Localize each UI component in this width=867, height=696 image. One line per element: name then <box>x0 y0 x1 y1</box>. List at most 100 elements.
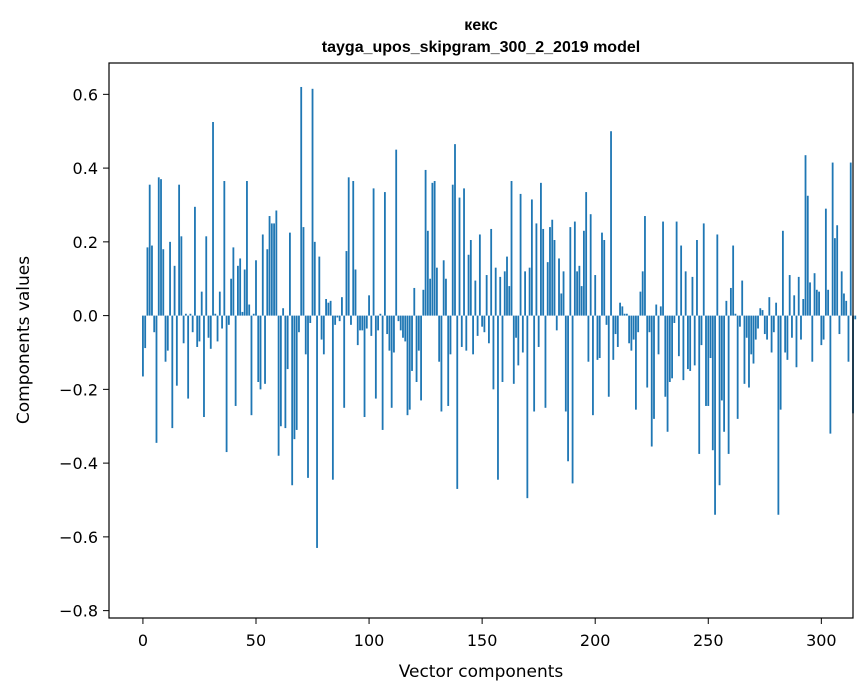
bar-259 <box>727 315 730 454</box>
bar-265 <box>741 280 744 316</box>
y-tick-label: 0.4 <box>73 159 98 178</box>
bar-218 <box>635 315 637 410</box>
bar-149 <box>478 234 481 316</box>
bar-5 <box>153 315 156 333</box>
bar-92 <box>350 315 352 325</box>
bar-180 <box>549 227 551 316</box>
bar-16 <box>178 184 181 316</box>
bar-199 <box>592 315 594 416</box>
bar-156 <box>494 267 497 316</box>
bar-306 <box>834 238 836 316</box>
y-tick-label: 0.2 <box>73 233 98 252</box>
bar-72 <box>304 315 307 355</box>
bar-192 <box>576 271 579 316</box>
bar-223 <box>646 315 649 388</box>
bar-229 <box>659 306 662 316</box>
bar-312 <box>847 315 850 362</box>
bar-187 <box>564 315 567 412</box>
bar-288 <box>793 295 796 316</box>
bar-24 <box>196 315 199 347</box>
y-tick-label: −0.4 <box>59 454 98 473</box>
bar-49 <box>252 313 255 316</box>
bar-254 <box>716 234 719 316</box>
bar-28 <box>205 236 208 316</box>
bar-236 <box>675 221 678 316</box>
bar-264 <box>739 315 741 327</box>
bar-85 <box>334 315 337 325</box>
bar-145 <box>469 240 472 316</box>
bar-219 <box>637 315 640 333</box>
bar-31 <box>212 122 214 316</box>
bar-134 <box>445 278 447 316</box>
bar-239 <box>682 315 685 381</box>
bar-105 <box>379 313 382 316</box>
y-tick-label: 0.6 <box>73 85 98 104</box>
bar-262 <box>734 313 737 316</box>
bar-287 <box>791 315 793 338</box>
bar-241 <box>687 315 689 370</box>
bar-22 <box>191 315 194 333</box>
bar-69 <box>298 315 300 333</box>
bar-207 <box>610 131 612 316</box>
bar-152 <box>485 275 488 316</box>
bar-206 <box>607 315 610 397</box>
bar-175 <box>537 315 540 347</box>
bar-71 <box>302 227 305 316</box>
bar-169 <box>524 271 526 316</box>
bar-67 <box>293 315 296 440</box>
bar-271 <box>754 315 757 340</box>
bar-41 <box>234 315 237 406</box>
bar-10 <box>164 315 167 362</box>
bar-118 <box>408 315 411 410</box>
bar-56 <box>268 216 271 316</box>
bar-234 <box>671 315 673 379</box>
bar-116 <box>404 315 407 342</box>
bar-76 <box>313 241 316 316</box>
bar-59 <box>275 210 278 316</box>
bar-217 <box>632 315 635 340</box>
bar-73 <box>307 315 309 478</box>
bar-42 <box>237 265 239 316</box>
bar-93 <box>352 181 355 316</box>
bar-39 <box>230 278 233 316</box>
bar-164 <box>512 315 515 384</box>
bar-211 <box>619 302 621 316</box>
bar-157 <box>497 315 499 480</box>
bar-226 <box>653 315 655 419</box>
x-axis-ticks: 0 50 100 150 200 250 300 <box>138 618 837 650</box>
bar-17 <box>180 236 183 316</box>
bar-103 <box>374 315 377 399</box>
bar-119 <box>411 315 413 371</box>
bar-289 <box>795 315 798 368</box>
bar-242 <box>689 315 692 371</box>
bar-133 <box>442 260 445 316</box>
bar-70 <box>300 86 303 316</box>
bar-303 <box>827 289 830 316</box>
bar-201 <box>596 315 599 360</box>
bar-150 <box>481 315 484 327</box>
bar-83 <box>329 300 332 316</box>
bar-30 <box>209 315 212 349</box>
bar-52 <box>259 315 262 390</box>
bar-99 <box>365 315 368 329</box>
bar-188 <box>567 315 569 462</box>
bar-43 <box>239 258 242 316</box>
bar-203 <box>601 232 603 316</box>
bar-162 <box>508 286 511 316</box>
bar-266 <box>743 315 746 384</box>
bar-296 <box>811 315 814 362</box>
bar-121 <box>415 315 418 382</box>
bar-213 <box>623 313 626 316</box>
bar-237 <box>677 315 680 357</box>
bar-268 <box>748 315 750 388</box>
bar-89 <box>343 315 346 408</box>
bar-9 <box>162 249 165 316</box>
y-tick-label: −0.6 <box>59 528 98 547</box>
bar-55 <box>266 249 269 316</box>
bar-38 <box>227 315 230 325</box>
bar-283 <box>781 230 784 316</box>
bar-26 <box>200 291 203 316</box>
bar-44 <box>241 311 244 316</box>
bar-21 <box>189 313 192 316</box>
